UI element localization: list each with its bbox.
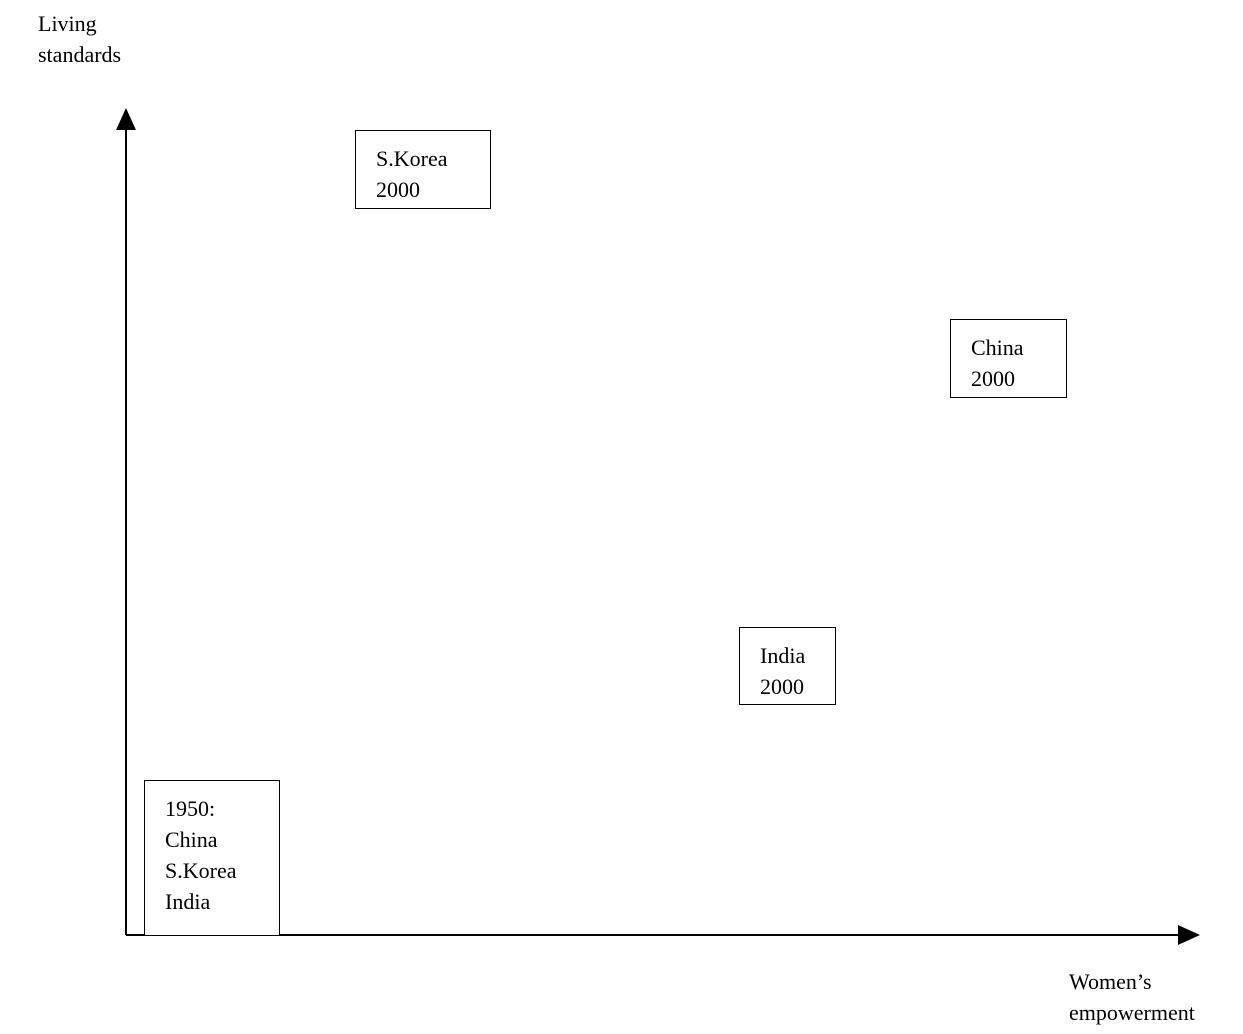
x-axis-label-line-2: empowerment [1069, 1000, 1195, 1025]
box-1950-line-3: S.Korea [165, 858, 237, 883]
box-china-2000: China 2000 [950, 319, 1067, 398]
y-axis-label-line-2: standards [38, 42, 122, 67]
box-1950-line-1: 1950: [165, 796, 216, 821]
box-skorea-2000-line-2: 2000 [376, 177, 420, 202]
x-axis-arrowhead [1178, 925, 1200, 945]
box-india-2000: India 2000 [739, 627, 836, 705]
box-skorea-2000: S.Korea 2000 [355, 130, 491, 209]
box-india-2000-line-1: India [760, 643, 806, 668]
y-axis-arrowhead [116, 108, 136, 130]
box-1950-line-2: China [165, 827, 218, 852]
box-1950: 1950: China S.Korea India [144, 780, 280, 936]
box-china-2000-line-2: 2000 [971, 366, 1015, 391]
box-1950-line-4: India [165, 889, 211, 914]
box-skorea-2000-line-1: S.Korea [376, 146, 448, 171]
x-axis-label-line-1: Women’s [1069, 969, 1152, 994]
box-india-2000-line-2: 2000 [760, 674, 804, 699]
box-china-2000-line-1: China [971, 335, 1024, 360]
y-axis-label-line-1: Living [38, 11, 97, 36]
